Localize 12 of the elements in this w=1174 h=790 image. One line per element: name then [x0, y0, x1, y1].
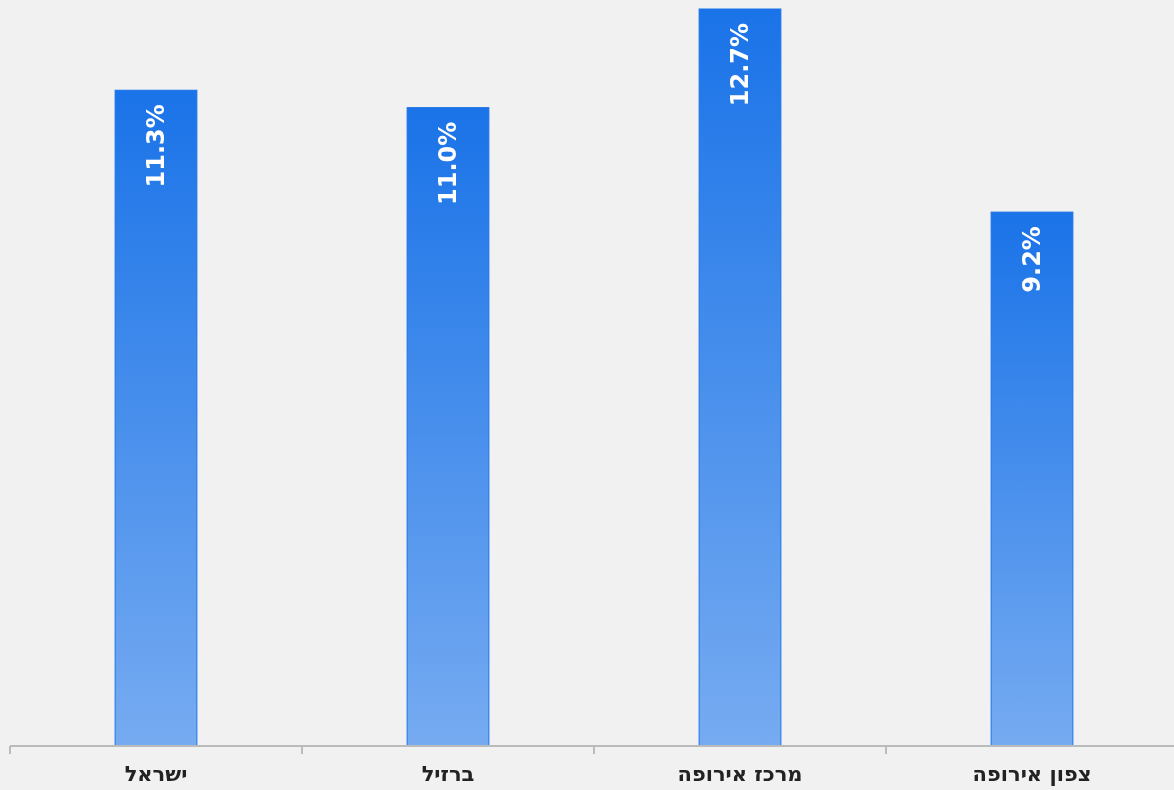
data-label: 12.7% [726, 23, 754, 107]
bar [698, 8, 782, 747]
data-label: 11.0% [434, 121, 462, 205]
x-tick-label: ישראל [124, 762, 188, 786]
bar [406, 107, 490, 747]
x-tick-label: מרכז אירופה [677, 762, 803, 786]
x-tick-label: ברזיל [421, 762, 475, 786]
data-label: 9.2% [1018, 226, 1046, 293]
bar [990, 211, 1074, 747]
data-label: 11.3% [142, 104, 170, 188]
x-tick-label: צפון אירופה [972, 762, 1092, 786]
bar [114, 89, 198, 747]
